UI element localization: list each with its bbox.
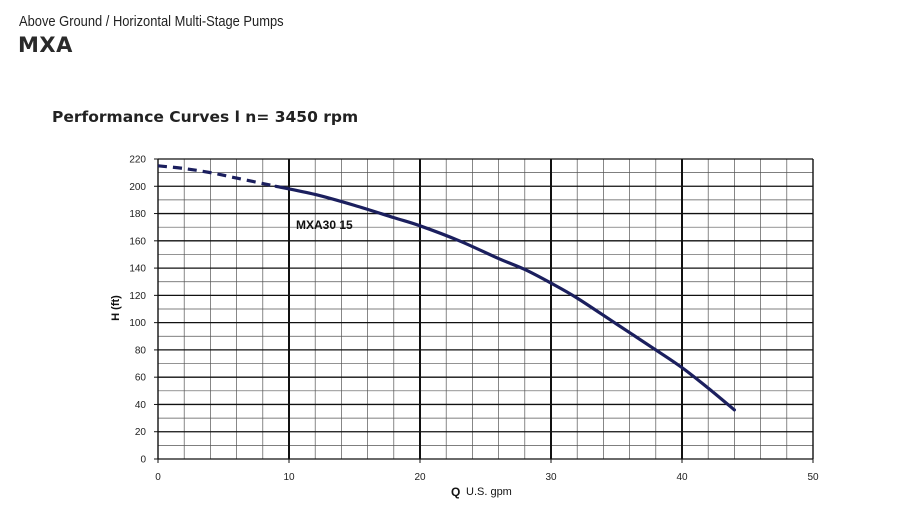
y-tick-label: 80: [135, 345, 147, 356]
minor-grid: [158, 159, 813, 459]
y-tick-label: 100: [129, 318, 146, 329]
y-tick-label: 40: [135, 400, 147, 411]
y-tick-label: 200: [129, 182, 146, 193]
page-subtitle: Above Ground / Horizontal Multi-Stage Pu…: [19, 13, 284, 30]
x-tick-labels: 0 10 20 30 40 50: [155, 472, 819, 483]
y-tick-label: 140: [129, 264, 146, 275]
curve-solid-segment: [274, 184, 736, 412]
section-title: Performance Curves l n= 3450 rpm: [52, 108, 359, 126]
x-tick-label: 50: [807, 472, 819, 483]
y-tick-label: 120: [129, 291, 146, 302]
y-tick-label: 180: [129, 209, 146, 220]
curve-dashed-segment: [157, 164, 277, 188]
major-grid: [154, 158, 814, 463]
x-axis-symbol: Q: [451, 485, 460, 499]
x-tick-label: 30: [545, 472, 557, 483]
series-label: MXA30 15: [296, 218, 353, 232]
x-tick-label: 10: [283, 472, 295, 483]
x-tick-label: 20: [414, 472, 426, 483]
model-title: MXA: [18, 33, 73, 57]
x-tick-label: 40: [676, 472, 688, 483]
curves: [157, 164, 736, 412]
y-tick-label: 20: [135, 427, 147, 438]
y-tick-label: 220: [129, 155, 146, 166]
y-tick-label: 60: [135, 373, 147, 384]
x-axis-label: U.S. gpm: [466, 486, 512, 498]
y-axis-label: H (ft): [110, 295, 122, 321]
x-tick-label: 0: [155, 472, 161, 483]
y-tick-labels: 0 20 40 60 80 100 120 140 160 180 200 220: [129, 155, 146, 466]
y-tick-label: 160: [129, 236, 146, 247]
y-tick-label: 0: [140, 455, 146, 466]
